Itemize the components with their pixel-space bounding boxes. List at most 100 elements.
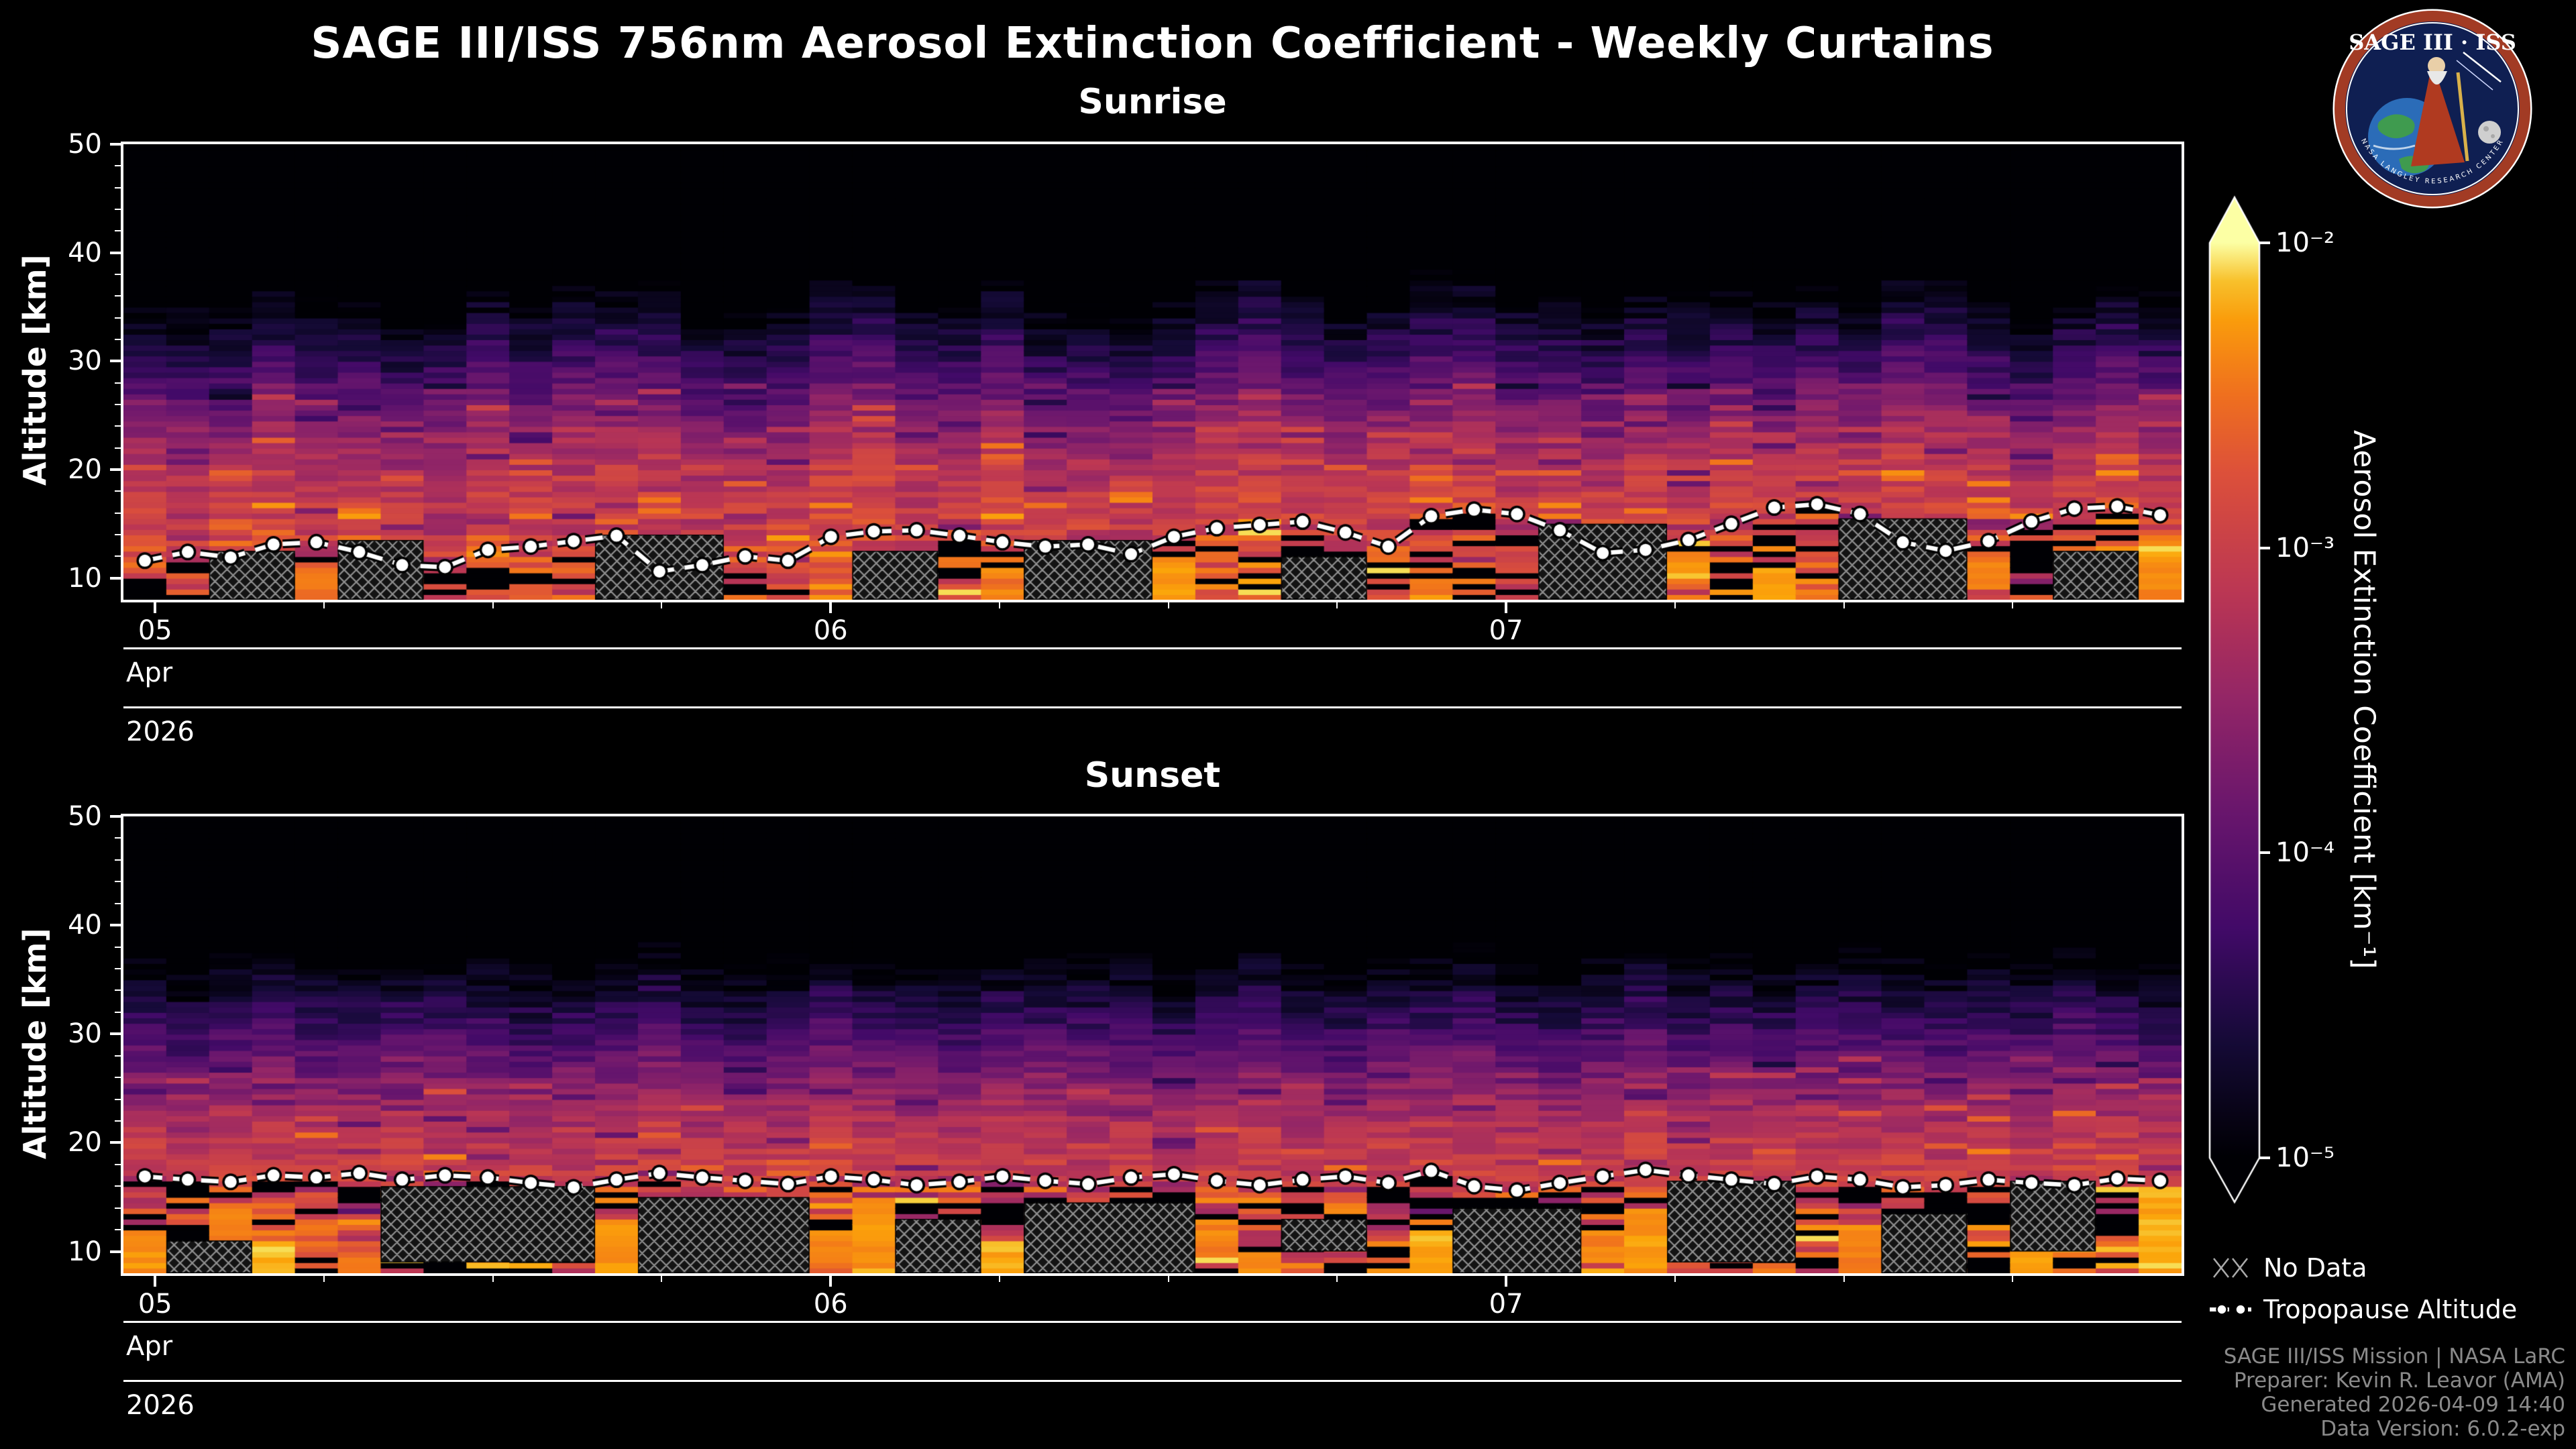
y-tick-mark [110, 143, 121, 146]
y-minor-tick-mark [115, 1120, 121, 1122]
y-minor-tick-mark [115, 902, 121, 904]
y-tick-mark [110, 251, 121, 254]
y-minor-tick-mark [115, 555, 121, 557]
y-minor-tick-mark [115, 1163, 121, 1165]
x-tick-label: 05 [138, 615, 172, 646]
x-minor-tick-mark [1336, 602, 1338, 608]
colorbar-label: Aerosol Extinction Coefficient [km⁻¹] [2347, 430, 2381, 969]
y-tick-mark [110, 576, 121, 580]
y-minor-tick-mark [115, 946, 121, 948]
x-tick-label: 07 [1489, 1289, 1523, 1320]
y-minor-tick-mark [115, 404, 121, 405]
logo-streak2-icon [2456, 60, 2493, 91]
credit-data-version: Data Version: 6.0.2-exp [2320, 1417, 2565, 1441]
x-tick-label: 07 [1489, 615, 1523, 646]
year-label: 2026 [126, 716, 195, 747]
wizard-head-icon [2428, 57, 2445, 74]
colorbar-tick-label: 10⁻⁵ [2275, 1142, 2335, 1173]
y-minor-tick-mark [115, 859, 121, 861]
figure-title: SAGE III/ISS 756nm Aerosol Extinction Co… [311, 19, 1994, 68]
x-minor-tick-mark [1674, 602, 1676, 608]
y-tick-mark [110, 360, 121, 363]
y-minor-tick-mark [115, 447, 121, 449]
x-minor-tick-mark [1843, 1276, 1845, 1282]
colorbar-tick-mark [2259, 546, 2270, 549]
legend-tropopause: Tropopause Altitude [2210, 1292, 2517, 1327]
y-minor-tick-mark [115, 209, 121, 210]
y-tick-mark [110, 1032, 121, 1036]
moon-crater2-icon [2491, 134, 2495, 138]
sunset-plot-area [121, 814, 2184, 1276]
month-label: Apr [126, 657, 173, 688]
colorbar [2207, 195, 2262, 1205]
x-minor-tick-mark [998, 602, 1000, 608]
y-minor-tick-mark [115, 382, 121, 384]
credits: SAGE III/ISS Mission | NASA LaRC Prepare… [2224, 1344, 2565, 1441]
y-minor-tick-mark [115, 274, 121, 275]
y-tick-mark [110, 1250, 121, 1253]
month-axis-line [123, 1321, 2182, 1323]
x-minor-tick-mark [998, 1276, 1000, 1282]
colorbar-tick-label: 10⁻⁴ [2275, 837, 2335, 869]
x-tick-mark [829, 602, 833, 613]
year-axis-line [123, 706, 2182, 708]
y-minor-tick-mark [115, 186, 121, 189]
earth-cloud-icon [2373, 144, 2416, 150]
y-minor-tick-mark [115, 230, 121, 232]
y-minor-tick-mark [115, 339, 121, 340]
year-axis-line [123, 1380, 2182, 1382]
x-tick-mark [1505, 602, 1508, 613]
y-tick-mark [110, 924, 121, 927]
y-minor-tick-mark [115, 1077, 121, 1079]
x-minor-tick-mark [661, 1276, 663, 1282]
y-tick-label: 40 [68, 237, 102, 268]
x-tick-mark [1505, 1276, 1508, 1287]
panel-title-sunset: Sunset [1084, 755, 1221, 796]
y-minor-tick-mark [115, 512, 121, 514]
sunrise-heatmap-canvas [123, 144, 2182, 600]
colorbar-tick-label: 10⁻³ [2275, 532, 2335, 564]
year-label: 2026 [126, 1390, 195, 1421]
x-tick-label: 05 [138, 1289, 172, 1320]
y-minor-tick-mark [115, 425, 121, 427]
panel-title-sunrise: Sunrise [1078, 82, 1227, 122]
x-tick-mark [829, 1276, 833, 1287]
y-tick-label: 50 [68, 129, 102, 160]
x-minor-tick-mark [1336, 1276, 1338, 1282]
y-tick-mark [110, 1141, 121, 1144]
x-tick-label: 06 [813, 615, 848, 646]
y-minor-tick-mark [115, 881, 121, 883]
x-minor-tick-mark [1167, 1276, 1169, 1282]
y-minor-tick-mark [115, 490, 121, 492]
x-minor-tick-mark [1167, 602, 1169, 608]
y-minor-tick-mark [115, 317, 121, 319]
wizard-beard-icon [2427, 71, 2447, 85]
y-tick-label: 20 [68, 454, 102, 485]
x-tick-label: 06 [813, 1289, 848, 1320]
y-minor-tick-mark [115, 837, 121, 839]
sunset-heatmap-canvas [123, 816, 2182, 1273]
x-minor-tick-mark [492, 1276, 494, 1282]
logo-inner-ring [2346, 22, 2519, 195]
y-tick-mark [110, 468, 121, 471]
y-tick-label: 30 [68, 345, 102, 377]
y-minor-tick-mark [115, 1185, 121, 1187]
wizard-staff-icon [2456, 72, 2469, 162]
x-minor-tick-mark [323, 1276, 325, 1282]
legend-tropopause-label: Tropopause Altitude [2263, 1295, 2518, 1324]
y-tick-mark [110, 815, 121, 818]
y-tick-label: 50 [68, 801, 102, 832]
y-minor-tick-mark [115, 165, 121, 167]
colorbar-tick-mark [2259, 851, 2270, 855]
no-data-hatch-icon [2212, 1258, 2249, 1278]
month-label: Apr [126, 1331, 173, 1362]
credit-preparer: Preparer: Kevin R. Leavor (AMA) [2233, 1368, 2565, 1393]
x-minor-tick-mark [2012, 1276, 2014, 1282]
logo-ring [2334, 11, 2530, 207]
credit-mission: SAGE III/ISS Mission | NASA LaRC [2223, 1344, 2565, 1368]
y-tick-label: 10 [68, 1236, 102, 1267]
moon-icon [2478, 121, 2501, 144]
moon-crater-icon [2483, 126, 2489, 131]
x-minor-tick-mark [1843, 602, 1845, 608]
